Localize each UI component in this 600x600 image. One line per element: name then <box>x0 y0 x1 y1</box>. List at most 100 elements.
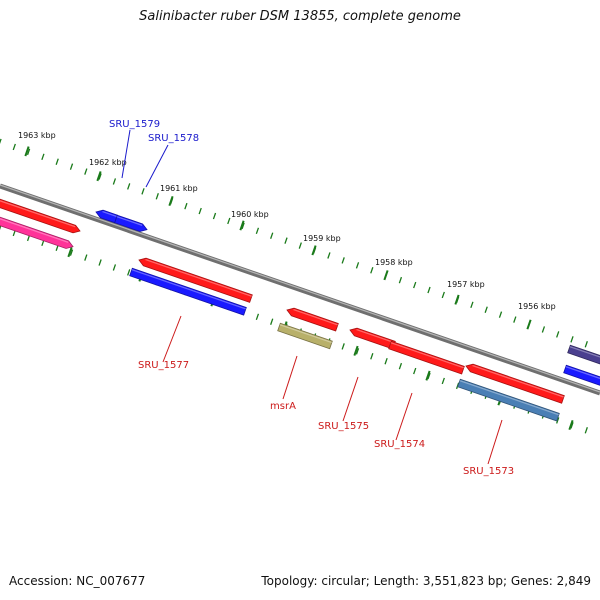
label-leader-line <box>395 392 413 441</box>
major-scale-tick <box>311 245 317 256</box>
gene-arrow <box>95 209 118 224</box>
major-scale-tick <box>454 294 460 305</box>
gene-arrow-highlight <box>102 211 118 218</box>
gene-label-sru-1578[interactable]: SRU_1578 <box>148 133 199 144</box>
major-scale-tick <box>24 146 30 157</box>
gene-arrow <box>0 198 81 234</box>
scale-tick <box>12 143 16 151</box>
scale-tick <box>127 183 131 190</box>
scale-tick <box>398 276 403 284</box>
gene-labels: SRU_1579 SRU_1578 SRU_1577 msrA SRU_1575 SRU_… <box>109 119 514 477</box>
scale-tick <box>141 188 145 195</box>
gene-arrow <box>349 327 396 350</box>
gene-arrow <box>0 216 74 249</box>
gene-feature-f11 <box>465 363 565 404</box>
major-scale-tick <box>96 171 102 182</box>
scale-tick <box>413 281 417 289</box>
kbp-label: 1961 kbp <box>160 184 198 193</box>
gene-feature-f7 <box>286 307 339 332</box>
scale-tick <box>570 422 574 429</box>
gene-arrow-highlight <box>390 342 465 369</box>
scale-tick <box>127 269 131 276</box>
kbp-label: 1956 kbp <box>518 302 556 311</box>
gene-feature-f1 <box>0 198 81 234</box>
scale-tick <box>441 291 445 299</box>
genome-backbone <box>0 183 600 396</box>
gene-feature-f5 <box>138 257 253 303</box>
label-leader-lines <box>121 129 503 465</box>
scale-tick <box>513 316 517 323</box>
label-leader-line <box>342 376 359 422</box>
scale-tick <box>255 227 260 235</box>
accession-text: Accession: NC_007677 <box>9 574 146 588</box>
gene-arrow <box>388 340 465 375</box>
scale-tick <box>255 313 260 321</box>
scale-tick <box>270 232 274 239</box>
scale-tick <box>427 286 431 294</box>
gene-feature-f3 <box>95 209 118 224</box>
genome-summary-text: Topology: circular; Length: 3,551,823 bp… <box>261 574 591 588</box>
scale-tick <box>298 242 302 249</box>
gene-feature-f2 <box>0 216 74 249</box>
gene-feature-f10 <box>388 340 465 375</box>
gene-arrow <box>563 364 600 386</box>
gene-arrow-highlight <box>0 200 76 228</box>
gene-arrow <box>457 378 560 422</box>
label-leader-line <box>121 129 131 179</box>
scale-tick <box>284 237 288 244</box>
scale-tick <box>355 348 360 355</box>
scale-tick <box>327 252 331 259</box>
gene-arrow-highlight <box>569 346 600 358</box>
kbp-label: 1963 kbp <box>18 131 56 140</box>
gene-feature-f4 <box>114 214 148 232</box>
scale-tick <box>84 168 88 175</box>
scale-tick <box>427 372 431 380</box>
major-scale-tick <box>526 319 532 330</box>
scale-tick <box>384 357 388 365</box>
scale-tick <box>398 362 403 370</box>
genome-backbone-highlight <box>0 184 600 393</box>
scale-tick <box>341 343 345 350</box>
scale-tick <box>341 257 345 264</box>
gene-arrow-highlight <box>145 259 253 297</box>
gene-label-sru-1575[interactable]: SRU_1575 <box>318 421 369 432</box>
scale-tick <box>198 207 202 215</box>
scale-tick <box>484 306 488 313</box>
scale-tick <box>155 193 159 200</box>
scale-tick <box>370 267 374 274</box>
scale-tick <box>0 138 2 144</box>
scale-tick <box>55 158 59 165</box>
kbp-label: 1958 kbp <box>375 258 413 267</box>
gene-feature-f8 <box>277 322 333 350</box>
gene-arrow <box>286 307 339 332</box>
scale-tick <box>69 163 74 170</box>
gene-label-sru-1579[interactable]: SRU_1579 <box>109 119 160 130</box>
outer-scale-ticks <box>0 138 588 348</box>
scale-tick <box>441 377 445 385</box>
scale-tick <box>355 262 360 269</box>
gene-arrow-highlight <box>0 218 69 243</box>
scale-tick <box>270 318 274 325</box>
major-scale-tick <box>239 220 245 231</box>
scale-tick <box>98 173 102 180</box>
gene-label-msra[interactable]: msrA <box>270 401 296 412</box>
gene-arrow-highlight <box>116 216 143 226</box>
gene-arrow-highlight <box>459 380 560 416</box>
gene-feature-f12 <box>457 378 560 422</box>
gene-label-sru-1573[interactable]: SRU_1573 <box>463 466 514 477</box>
gene-label-sru-1574[interactable]: SRU_1574 <box>374 439 425 450</box>
map-title: Salinibacter ruber DSM 13855, complete g… <box>139 9 461 24</box>
scale-tick <box>470 301 474 309</box>
gene-arrow-highlight <box>472 365 565 398</box>
gene-feature-f9 <box>349 327 396 350</box>
gene-feature-f14 <box>563 364 600 386</box>
scale-tick <box>41 153 45 161</box>
major-scale-tick <box>568 419 574 431</box>
gene-arrow <box>277 322 333 350</box>
gene-label-sru-1577[interactable]: SRU_1577 <box>138 360 189 371</box>
scale-tick <box>570 336 574 343</box>
gene-arrow-highlight <box>293 309 339 326</box>
gene-arrow <box>114 214 148 232</box>
label-leader-line <box>162 315 182 363</box>
